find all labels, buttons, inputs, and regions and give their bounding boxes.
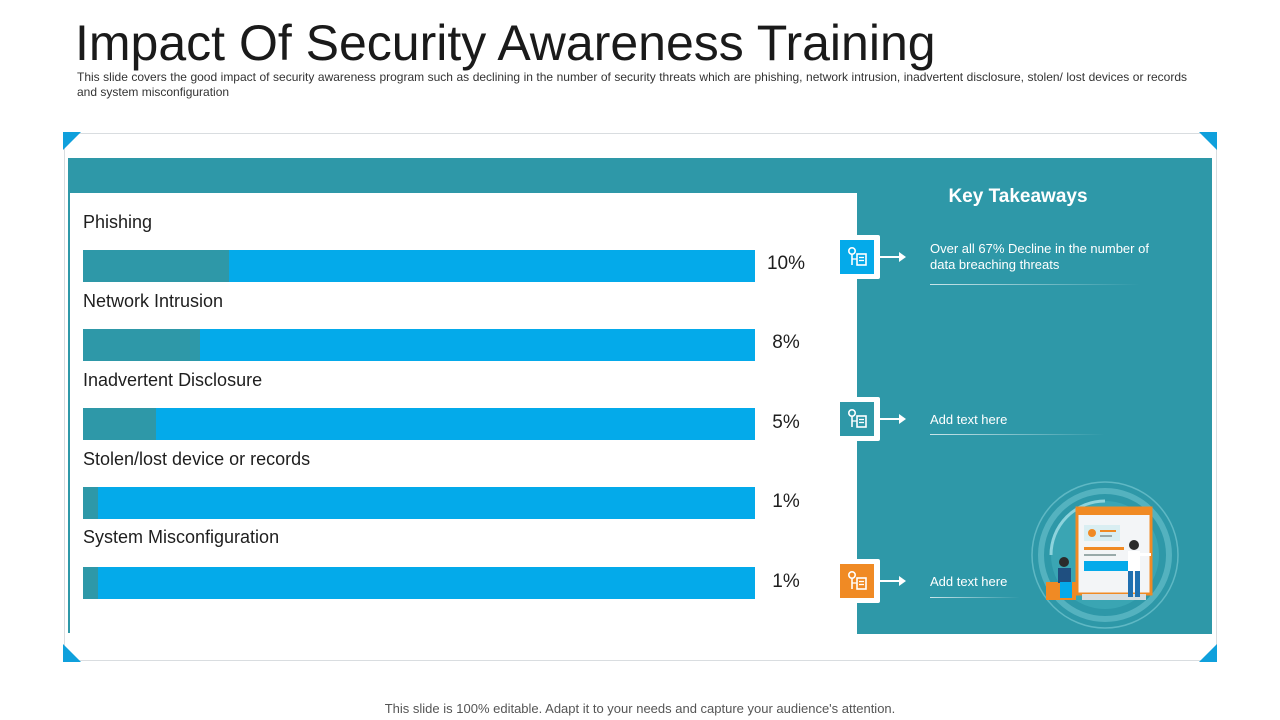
category-label: Network Intrusion: [83, 291, 224, 311]
takeaway-3-icon-box: [836, 559, 880, 603]
frame-corner-top-right: [1199, 132, 1217, 150]
takeaway-1-icon-box: [836, 235, 880, 279]
bar-track: [83, 408, 755, 440]
bar-track: [83, 487, 755, 519]
page-subtitle: This slide covers the good impact of sec…: [77, 70, 1187, 99]
takeaways-title: Key Takeaways: [948, 186, 1088, 207]
bar-fill: [83, 408, 156, 440]
takeaway-1-arrow: [880, 252, 906, 262]
frame-corner-bottom-left: [63, 644, 81, 662]
bar-fill: [83, 567, 98, 599]
data-network-icon: [840, 240, 874, 274]
takeaway-2-icon-box: [836, 397, 880, 441]
takeaway-2-text: Add text here: [930, 412, 1008, 427]
takeaway-1-text: Over all 67% Decline in the number of da…: [930, 241, 1149, 272]
data-network-icon: [840, 402, 874, 436]
takeaway-2-rule: [930, 434, 1105, 435]
bar-value-label: 10%: [766, 253, 806, 274]
takeaway-3-rule: [930, 597, 1020, 598]
content-frame: [64, 133, 1217, 661]
takeaway-1-rule: [930, 284, 1140, 285]
data-network-glyph: [847, 408, 867, 428]
bar-fill: [83, 487, 98, 519]
illustration-graphic: [1031, 481, 1179, 629]
bar-track: [83, 329, 755, 361]
bar-fill: [83, 329, 200, 361]
bar-fill: [83, 250, 229, 282]
left-accent-line: [68, 193, 70, 633]
takeaway-3-arrow: [880, 576, 906, 586]
category-label: System Misconfiguration: [83, 527, 280, 547]
frame-corner-top-left: [63, 132, 81, 150]
bar-track: [83, 567, 755, 599]
bar-track: [83, 250, 755, 282]
data-network-icon: [840, 564, 874, 598]
people-at-computer-screen-illustration: [1026, 481, 1184, 629]
takeaway-2-arrow: [880, 414, 906, 424]
bar-value-label: 1%: [772, 491, 800, 512]
category-label: Phishing: [83, 212, 153, 232]
category-label: Inadvertent Disclosure: [83, 370, 263, 390]
data-network-glyph: [847, 246, 867, 266]
bar-value-label: 5%: [772, 412, 800, 433]
data-network-glyph: [847, 570, 867, 590]
bar-value-label: 1%: [772, 571, 800, 592]
page-title: Impact Of Security Awareness Training: [75, 15, 936, 71]
frame-corner-bottom-right: [1199, 644, 1217, 662]
category-label: Stolen/lost device or records: [83, 449, 311, 469]
bar-value-label: 8%: [772, 332, 800, 353]
footer-note: This slide is 100% editable. Adapt it to…: [384, 701, 896, 716]
takeaway-3-text: Add text here: [930, 574, 1008, 589]
